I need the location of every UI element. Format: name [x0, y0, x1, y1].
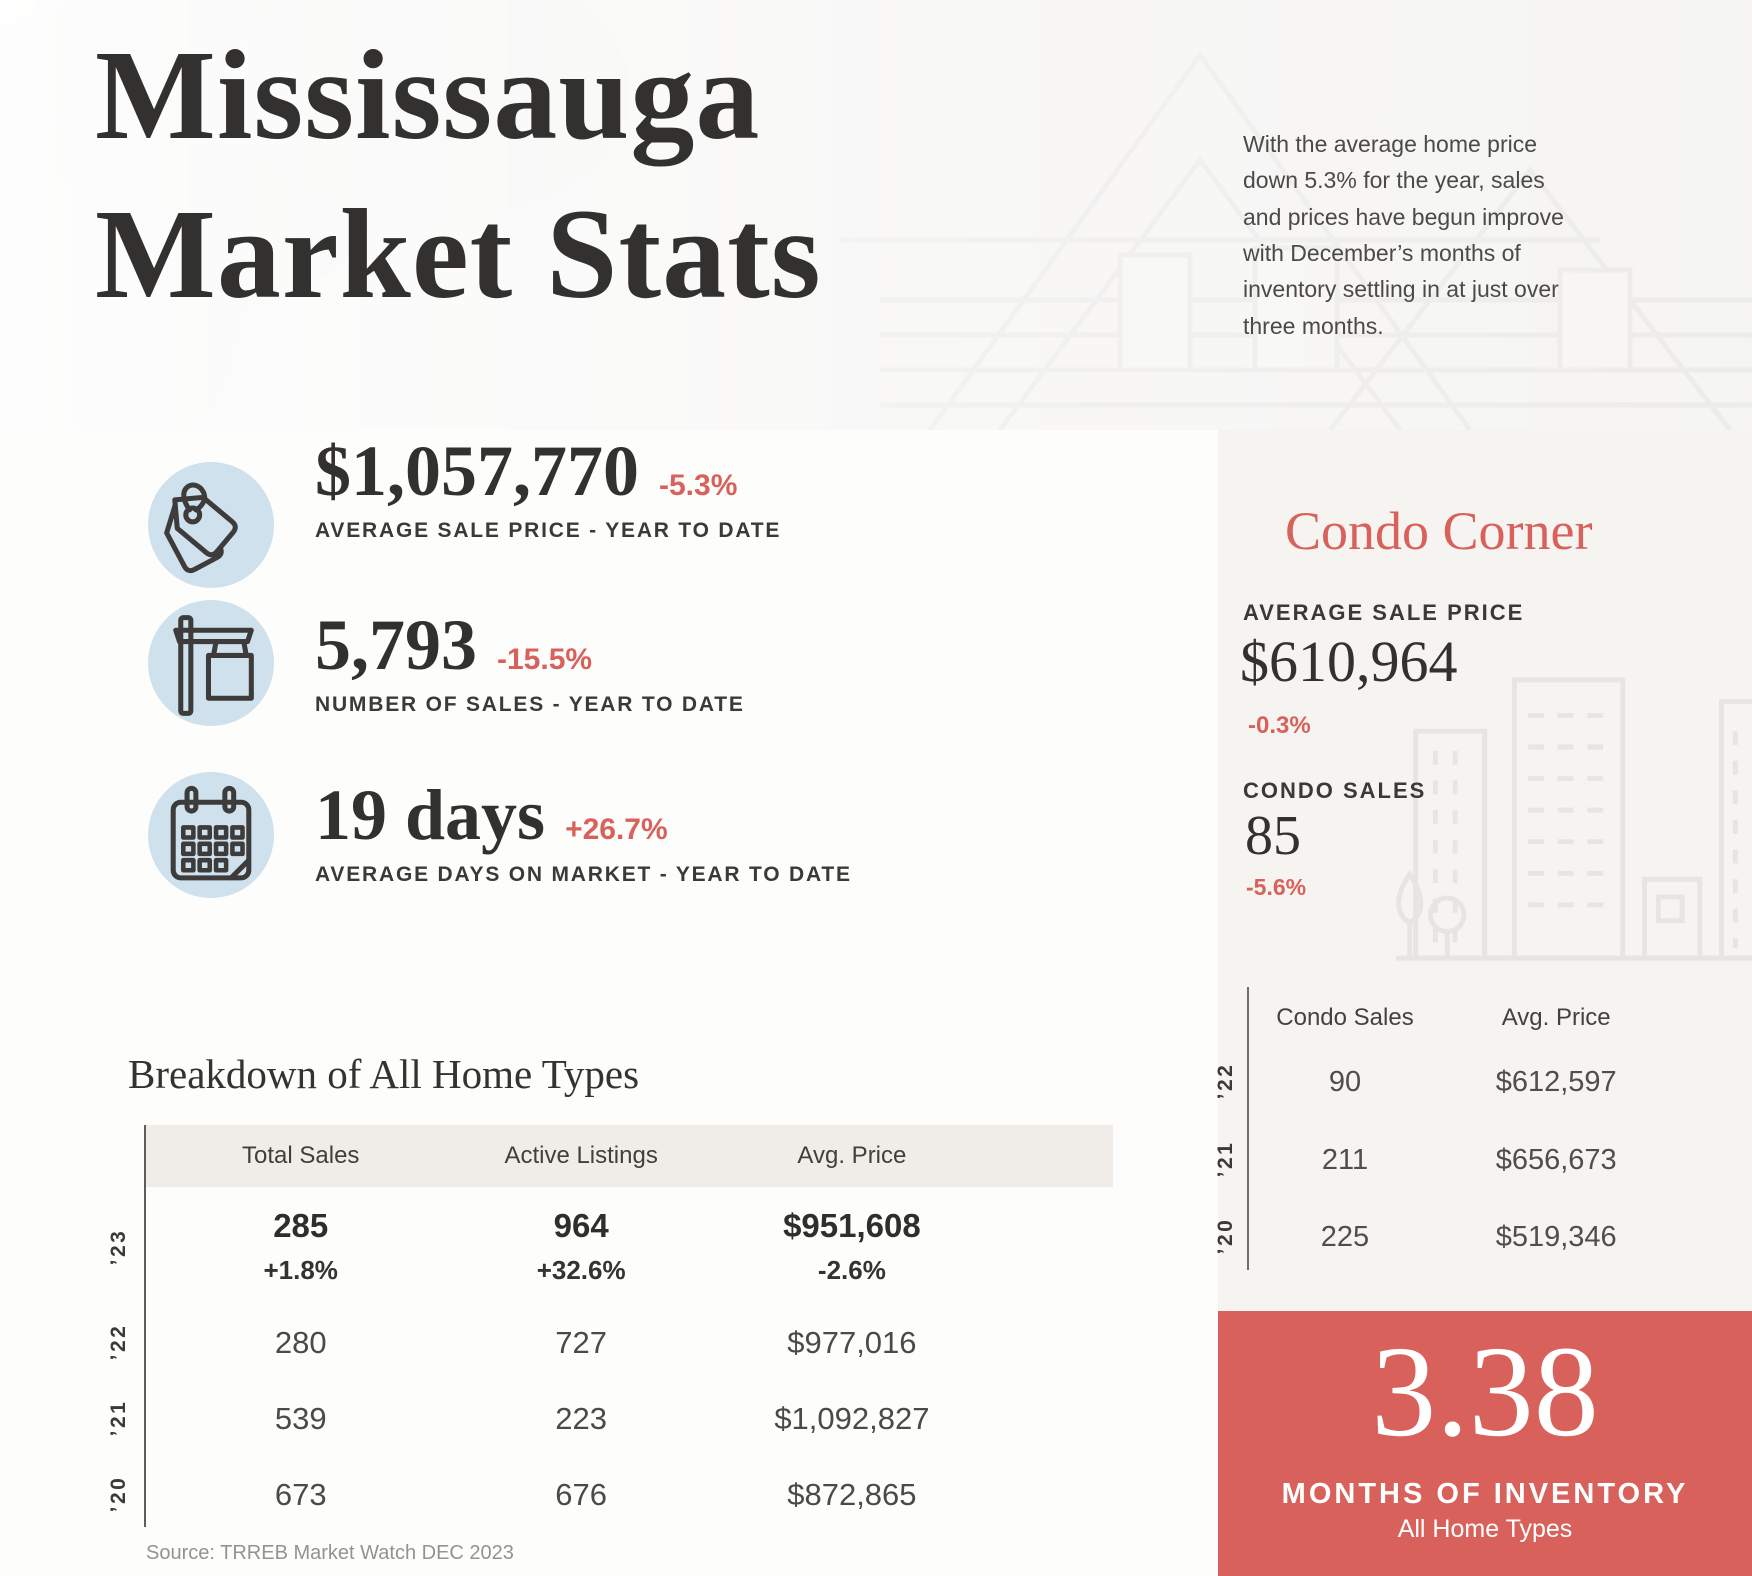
active-listings-2020: 676 — [555, 1477, 607, 1512]
total-sales-2023-change: +1.8% — [263, 1254, 338, 1285]
year-label-23: ’23 — [107, 1228, 130, 1266]
condo-price-2020: $519,346 — [1495, 1220, 1617, 1253]
page-title-line1: Mississauga — [95, 24, 761, 166]
total-sales-2022: 280 — [274, 1325, 327, 1360]
column-header-avg-price: Avg. Price — [797, 1142, 907, 1169]
avg-sale-price-value: $1,057,770 — [315, 431, 639, 511]
number-of-sales-value: 5,793 — [315, 605, 477, 685]
condo-avg-price-change: -0.3% — [1248, 712, 1311, 739]
stat-average-sale-price: $1,057,770 -5.3% AVERAGE SALE PRICE - YE… — [315, 432, 781, 543]
column-header-total-sales: Total Sales — [242, 1142, 360, 1169]
stat-number-of-sales: 5,793 -15.5% NUMBER OF SALES - YEAR TO D… — [315, 606, 745, 717]
intro-paragraph: With the average home price down 5.3% fo… — [1243, 131, 1564, 339]
price-tags-icon — [148, 462, 274, 588]
avg-price-2023-change: -2.6% — [817, 1254, 886, 1285]
avg-sale-price-label: AVERAGE SALE PRICE - YEAR TO DATE — [315, 519, 782, 542]
breakdown-table-header: Total Sales Active Listings Avg. Price — [146, 1125, 1113, 1187]
column-header-active-listings: Active Listings — [504, 1142, 658, 1169]
condo-sales-2022: 90 — [1328, 1065, 1362, 1098]
faded-house-photo — [0, 0, 1752, 430]
table-row-2023: 285 +1.8% 964 +32.6% $951,608 -2.6% — [146, 1187, 1113, 1305]
days-on-market-label: AVERAGE DAYS ON MARKET - YEAR TO DATE — [315, 863, 852, 886]
page-title: Mississauga Market Stats — [95, 16, 822, 333]
buildings-illustration — [1395, 677, 1752, 961]
avg-price-2021: $1,092,827 — [774, 1401, 930, 1436]
table-row-2020: 673 676 $872,865 — [146, 1457, 1113, 1533]
condo-table-axis-line — [1247, 987, 1249, 1270]
condo-corner-panel — [1218, 430, 1752, 1311]
inventory-highlight-box — [1218, 1311, 1752, 1576]
breakdown-title: Breakdown of All Home Types — [128, 1051, 640, 1097]
active-listings-2023: 964 — [553, 1206, 609, 1244]
condo-price-2022: $612,597 — [1495, 1065, 1617, 1098]
active-listings-2021: 223 — [555, 1401, 607, 1436]
condo-year-label-22: ’22 — [1214, 1062, 1237, 1100]
inventory-value: 3.38 — [1371, 1320, 1599, 1464]
condo-price-2021: $656,673 — [1495, 1143, 1617, 1176]
condo-column-header-sales: Condo Sales — [1276, 1004, 1414, 1031]
avg-price-2022: $977,016 — [787, 1325, 917, 1360]
source-note: Source: TRREB Market Watch DEC 2023 — [146, 1542, 514, 1564]
avg-price-2020: $872,865 — [787, 1477, 917, 1512]
table-row-2021: 539 223 $1,092,827 — [146, 1381, 1113, 1457]
total-sales-2020: 673 — [274, 1477, 327, 1512]
condo-year-label-21: ’21 — [1214, 1140, 1237, 1178]
year-label-20: ’20 — [107, 1475, 130, 1513]
condo-corner-title: Condo Corner — [1285, 501, 1593, 561]
condo-sales-2020: 225 — [1320, 1220, 1370, 1253]
condo-sales-label: CONDO SALES — [1243, 778, 1427, 803]
table-row-2022: 280 727 $977,016 — [146, 1305, 1113, 1381]
avg-sale-price-change: -5.3% — [659, 469, 738, 502]
condo-row-2021: 211 $656,673 — [1249, 1122, 1729, 1198]
header-section: Mississauga Market Stats With the averag… — [0, 0, 1752, 430]
inventory-sublabel: All Home Types — [1397, 1515, 1573, 1543]
condo-sales-2021: 211 — [1321, 1143, 1369, 1176]
year-label-22: ’22 — [107, 1323, 130, 1361]
calendar-icon — [148, 772, 274, 898]
avg-price-2023: $951,608 — [783, 1206, 921, 1244]
number-of-sales-label: NUMBER OF SALES - YEAR TO DATE — [315, 693, 745, 716]
condo-column-header-price: Avg. Price — [1501, 1004, 1611, 1031]
condo-row-2020: 225 $519,346 — [1249, 1199, 1729, 1275]
number-of-sales-change: -15.5% — [497, 643, 593, 676]
condo-year-label-20: ’20 — [1214, 1217, 1237, 1255]
total-sales-2021: 539 — [274, 1401, 327, 1436]
for-sale-sign-icon — [148, 600, 274, 726]
total-sales-2023: 285 — [273, 1206, 329, 1244]
condo-avg-price-value: $610,964 — [1240, 629, 1458, 694]
stat-days-on-market: 19 days +26.7% AVERAGE DAYS ON MARKET - … — [315, 776, 852, 887]
condo-table-header: Condo Sales Avg. Price — [1249, 995, 1729, 1041]
days-on-market-change: +26.7% — [565, 813, 668, 846]
condo-avg-price-label: AVERAGE SALE PRICE — [1243, 600, 1525, 625]
year-label-21: ’21 — [107, 1399, 130, 1437]
condo-sales-change: -5.6% — [1246, 874, 1307, 900]
page-title-line2: Market Stats — [95, 182, 822, 325]
breakdown-table-axis-line — [144, 1125, 146, 1527]
active-listings-2022: 727 — [555, 1325, 607, 1360]
condo-sales-value: 85 — [1245, 805, 1301, 867]
days-on-market-value: 19 days — [315, 775, 546, 855]
inventory-label: MONTHS OF INVENTORY — [1281, 1478, 1689, 1510]
active-listings-2023-change: +32.6% — [536, 1254, 626, 1285]
condo-row-2022: 90 $612,597 — [1249, 1044, 1729, 1120]
